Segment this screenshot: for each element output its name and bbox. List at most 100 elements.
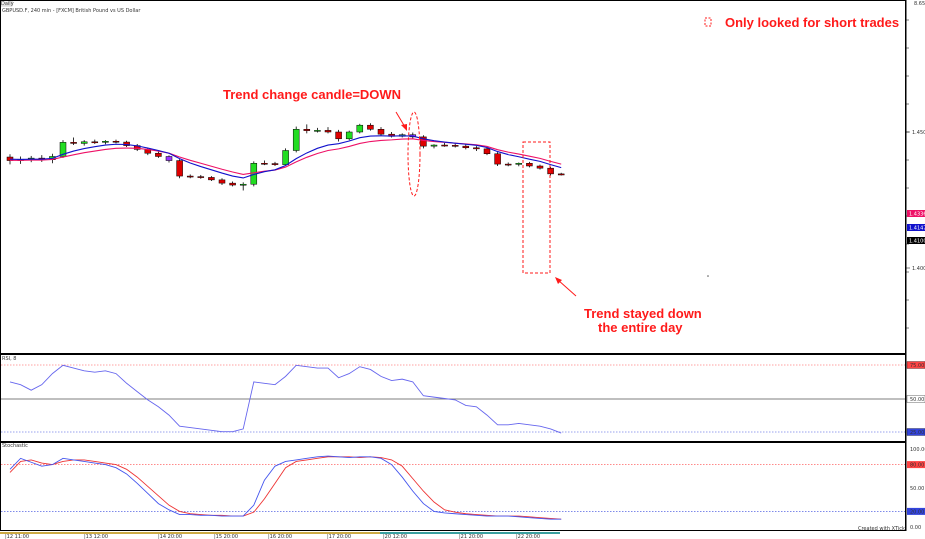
x-tick-label: |14 20:00 bbox=[158, 534, 182, 539]
stoch-level-label: 100.00 bbox=[910, 447, 925, 453]
candle-body bbox=[314, 130, 321, 132]
candle-body bbox=[80, 141, 88, 144]
top-right-tag: 8.65 bbox=[914, 1, 925, 7]
x-tick-label: |16 20:00 bbox=[268, 534, 292, 539]
candle-body bbox=[504, 163, 512, 166]
candle bbox=[324, 127, 332, 134]
trend-change-label: Trend change candle=DOWN bbox=[223, 87, 401, 102]
fast-ma-line bbox=[9, 135, 562, 179]
y-tick-label: 1.4000 bbox=[912, 266, 925, 272]
stochastic-series: 100.00 80.00 50.00 20.00 0.00 bbox=[1, 447, 925, 531]
candle bbox=[133, 143, 141, 152]
candle bbox=[176, 159, 183, 179]
x-tick-label: |12 11:00 bbox=[5, 534, 29, 539]
stoch-level-label: 50.00 bbox=[910, 486, 924, 492]
price-tag-bg bbox=[907, 237, 925, 244]
candle bbox=[473, 146, 480, 152]
moving-averages bbox=[9, 135, 562, 179]
candle-body bbox=[462, 145, 470, 149]
candle-body bbox=[229, 182, 236, 186]
candle bbox=[229, 181, 236, 187]
candle bbox=[186, 174, 194, 179]
candle-body bbox=[536, 165, 544, 169]
stoch-level-label: 0.00 bbox=[910, 525, 921, 531]
candle-body bbox=[91, 141, 99, 144]
trend-change-arrowhead bbox=[401, 124, 407, 131]
candle-body bbox=[186, 175, 194, 178]
candle bbox=[335, 129, 342, 142]
stoch-k-line bbox=[9, 455, 562, 520]
stoch-level-tag bbox=[907, 461, 925, 469]
stoch-level-label: 20.00 bbox=[910, 509, 924, 515]
candle bbox=[430, 144, 438, 149]
x-tick-label: |21 20:00 bbox=[459, 534, 483, 539]
panel-frames bbox=[0, 0, 907, 531]
candle bbox=[112, 139, 120, 144]
signal-candle-ellipse bbox=[407, 111, 421, 197]
candle bbox=[80, 140, 88, 146]
rsi-series: 75.00 50.00 25.00 bbox=[1, 361, 925, 436]
candle-body bbox=[303, 129, 311, 131]
price-tag: 1.4100 bbox=[907, 237, 925, 245]
candle-body bbox=[218, 179, 226, 184]
x-tick-label: |15 20:00 bbox=[214, 534, 238, 539]
candle bbox=[282, 148, 289, 166]
candle-body bbox=[176, 160, 183, 177]
price-tag-bg bbox=[907, 224, 925, 231]
candle bbox=[292, 126, 300, 153]
candle-body bbox=[441, 144, 448, 147]
candle bbox=[483, 147, 491, 156]
candle-body bbox=[547, 167, 554, 175]
stoch-level-label: 80.00 bbox=[910, 463, 924, 469]
candle-body bbox=[70, 142, 77, 144]
legend-dashed-box bbox=[704, 17, 712, 27]
candle bbox=[208, 176, 215, 181]
candle bbox=[451, 143, 459, 148]
stoch-d-line bbox=[9, 456, 562, 520]
price-tag-label: 1.4147 bbox=[909, 226, 925, 232]
candle bbox=[526, 161, 533, 168]
candle-body bbox=[557, 173, 565, 176]
rsi-level-tag bbox=[906, 428, 925, 436]
candle bbox=[102, 140, 109, 145]
cursor-dot bbox=[707, 275, 709, 277]
candle-body bbox=[261, 163, 268, 165]
candle-body bbox=[367, 124, 374, 130]
candle-body bbox=[155, 152, 162, 157]
candle bbox=[165, 155, 173, 163]
candle-body bbox=[112, 140, 120, 143]
price-tag-bg bbox=[907, 210, 925, 217]
candle bbox=[123, 140, 130, 147]
candle-body bbox=[324, 130, 332, 133]
candle-body bbox=[430, 144, 438, 147]
candle-body bbox=[515, 163, 523, 165]
rsi-line bbox=[9, 364, 562, 434]
rsi-level-tag bbox=[906, 361, 925, 369]
rsi-title: RSI, 8 bbox=[2, 356, 16, 362]
candle-body bbox=[451, 145, 459, 147]
annotations: Only looked for short trades Trend chang… bbox=[223, 15, 899, 335]
stoch-level-tag bbox=[907, 507, 925, 515]
candle-body bbox=[271, 163, 279, 165]
candle bbox=[420, 135, 427, 149]
candle-body bbox=[239, 183, 247, 186]
candle bbox=[261, 160, 268, 166]
chart-header: Daily GBPUSD.F, 240 min - [FXCM] British… bbox=[0, 0, 141, 14]
candle-body bbox=[123, 141, 130, 146]
candle-body bbox=[197, 176, 205, 178]
time-axis: |12 11:00 |13 12:00 |14 20:00 |15 20:00 |16 … bbox=[0, 532, 560, 539]
candle bbox=[218, 178, 226, 186]
candle bbox=[494, 152, 501, 166]
candle-body bbox=[208, 177, 215, 181]
price-tag-label: 1.4100 bbox=[909, 239, 925, 245]
rsi-panel: RSI, 8 bbox=[2, 356, 16, 362]
tab-label[interactable]: Daily bbox=[1, 1, 14, 7]
trend-down-box bbox=[522, 141, 551, 274]
chart-title: GBPUSD.F, 240 min - [FXCM] British Pound… bbox=[2, 8, 141, 14]
candle bbox=[504, 162, 512, 167]
candle bbox=[441, 142, 448, 147]
x-tick-label: |17 20:00 bbox=[327, 534, 351, 539]
footer-credit: Created with XTick bbox=[858, 526, 905, 532]
y-tick-label: 1.4500 bbox=[912, 130, 925, 136]
